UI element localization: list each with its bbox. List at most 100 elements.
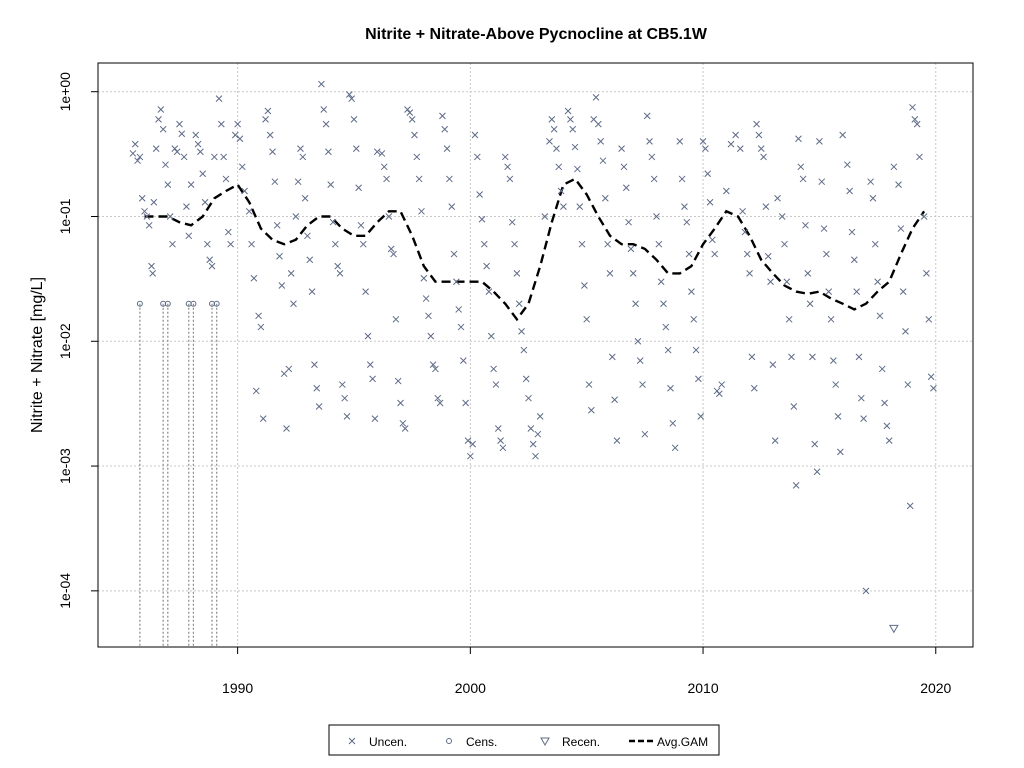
uncensored-point bbox=[149, 270, 157, 277]
uncensored-point bbox=[501, 153, 509, 161]
uncensored-point bbox=[262, 116, 269, 123]
uncensored-point bbox=[741, 228, 749, 236]
uncensored-point bbox=[466, 452, 474, 460]
uncensored-point bbox=[448, 203, 456, 210]
uncensored-point bbox=[718, 381, 726, 388]
uncensored-point bbox=[581, 282, 588, 289]
uncensored-point bbox=[329, 218, 337, 226]
uncensored-point bbox=[706, 198, 714, 206]
uncensored-point bbox=[183, 203, 190, 210]
uncensored-point bbox=[415, 175, 423, 183]
uncensored-point bbox=[204, 240, 211, 248]
uncensored-point bbox=[378, 150, 386, 157]
uncensored-point bbox=[557, 187, 565, 195]
uncensored-point bbox=[843, 161, 851, 169]
uncensored-point bbox=[318, 80, 325, 88]
uncensored-point bbox=[750, 384, 758, 392]
uncensored-point bbox=[585, 381, 593, 388]
uncensored-point bbox=[550, 125, 558, 133]
uncensored-point bbox=[641, 430, 649, 438]
uncensored-point bbox=[518, 328, 525, 335]
x-axis: 1990 2000 2010 2020 bbox=[222, 647, 952, 696]
uncensored-point bbox=[648, 153, 656, 161]
uncensored-point bbox=[255, 312, 262, 320]
uncensored-point bbox=[134, 157, 141, 165]
uncensored-point bbox=[492, 381, 500, 388]
uncensored-point bbox=[325, 148, 332, 156]
uncensored-point bbox=[422, 295, 430, 302]
uncensored-point bbox=[830, 357, 837, 364]
uncensored-point bbox=[187, 181, 195, 188]
uncensored-point bbox=[245, 207, 253, 215]
uncensored-point bbox=[583, 315, 591, 323]
uncensored-point bbox=[192, 131, 200, 139]
uncensored-point bbox=[222, 175, 230, 183]
uncensored-point bbox=[874, 278, 881, 286]
uncensored-point bbox=[453, 278, 460, 286]
uncensored-point bbox=[592, 94, 600, 101]
uncensored-point bbox=[748, 353, 756, 361]
uncensored-point bbox=[746, 270, 753, 277]
uncensored-point bbox=[685, 250, 693, 258]
uncensored-point bbox=[781, 240, 788, 248]
uncensored-point bbox=[413, 153, 421, 161]
uncensored-point bbox=[611, 396, 618, 404]
uncensored-point bbox=[450, 250, 458, 258]
uncensored-point bbox=[783, 278, 791, 286]
uncensored-point bbox=[606, 270, 614, 277]
uncensored-point bbox=[855, 353, 863, 361]
uncensored-point bbox=[862, 587, 870, 595]
uncensored-point bbox=[490, 365, 497, 373]
uncensored-point bbox=[369, 375, 376, 383]
uncensored-point bbox=[769, 361, 777, 368]
uncensored-point bbox=[332, 240, 339, 248]
uncensored-point bbox=[837, 448, 844, 456]
uncensored-point bbox=[166, 213, 174, 220]
uncensored-point bbox=[578, 240, 586, 248]
uncensored-point bbox=[434, 394, 442, 402]
uncensored-point bbox=[625, 218, 632, 226]
legend-box bbox=[328, 724, 720, 756]
uncensored-point bbox=[850, 256, 858, 264]
uncensored-point bbox=[227, 240, 234, 248]
uncensored-point bbox=[513, 270, 521, 277]
uncensored-point bbox=[439, 112, 446, 120]
uncensored-point bbox=[571, 143, 579, 151]
uncensored-point bbox=[618, 145, 625, 152]
uncensored-point bbox=[927, 373, 935, 381]
uncensored-point bbox=[797, 163, 805, 171]
uncensored-point bbox=[664, 346, 672, 354]
uncensored-point bbox=[899, 288, 907, 295]
uncensored-point bbox=[264, 107, 272, 115]
uncensored-point bbox=[462, 399, 470, 407]
uncensored-point bbox=[236, 135, 244, 143]
uncensored-point bbox=[536, 413, 544, 420]
legend-symbol-censored bbox=[446, 738, 452, 744]
uncensored-point bbox=[241, 187, 248, 195]
uncensored-point bbox=[795, 135, 802, 143]
uncensored-point bbox=[515, 300, 523, 308]
uncensored-point bbox=[629, 270, 637, 277]
uncensored-point bbox=[485, 288, 493, 295]
uncensored-point bbox=[857, 394, 865, 402]
uncensored-point bbox=[632, 300, 639, 308]
uncensored-point bbox=[224, 228, 232, 236]
uncensored-point bbox=[494, 425, 502, 432]
uncensored-point bbox=[823, 250, 830, 258]
uncensored-point bbox=[690, 315, 698, 323]
uncensored-point bbox=[650, 175, 658, 183]
uncensored-point bbox=[427, 332, 435, 340]
uncensored-point bbox=[348, 95, 356, 102]
uncensored-point bbox=[497, 437, 504, 444]
uncensored-point bbox=[290, 300, 297, 308]
y-axis-title: Nitrite + Nitrate [mg/L] bbox=[29, 277, 46, 433]
uncensored-point bbox=[848, 228, 856, 236]
uncensored-point bbox=[683, 218, 691, 226]
uncensored-point bbox=[176, 120, 183, 128]
uncensored-point bbox=[131, 140, 139, 148]
uncensored-point bbox=[411, 131, 418, 139]
uncensored-point bbox=[313, 384, 321, 392]
uncensored-point bbox=[923, 270, 930, 277]
uncensored-point bbox=[292, 213, 300, 220]
uncensored-point bbox=[608, 353, 616, 361]
